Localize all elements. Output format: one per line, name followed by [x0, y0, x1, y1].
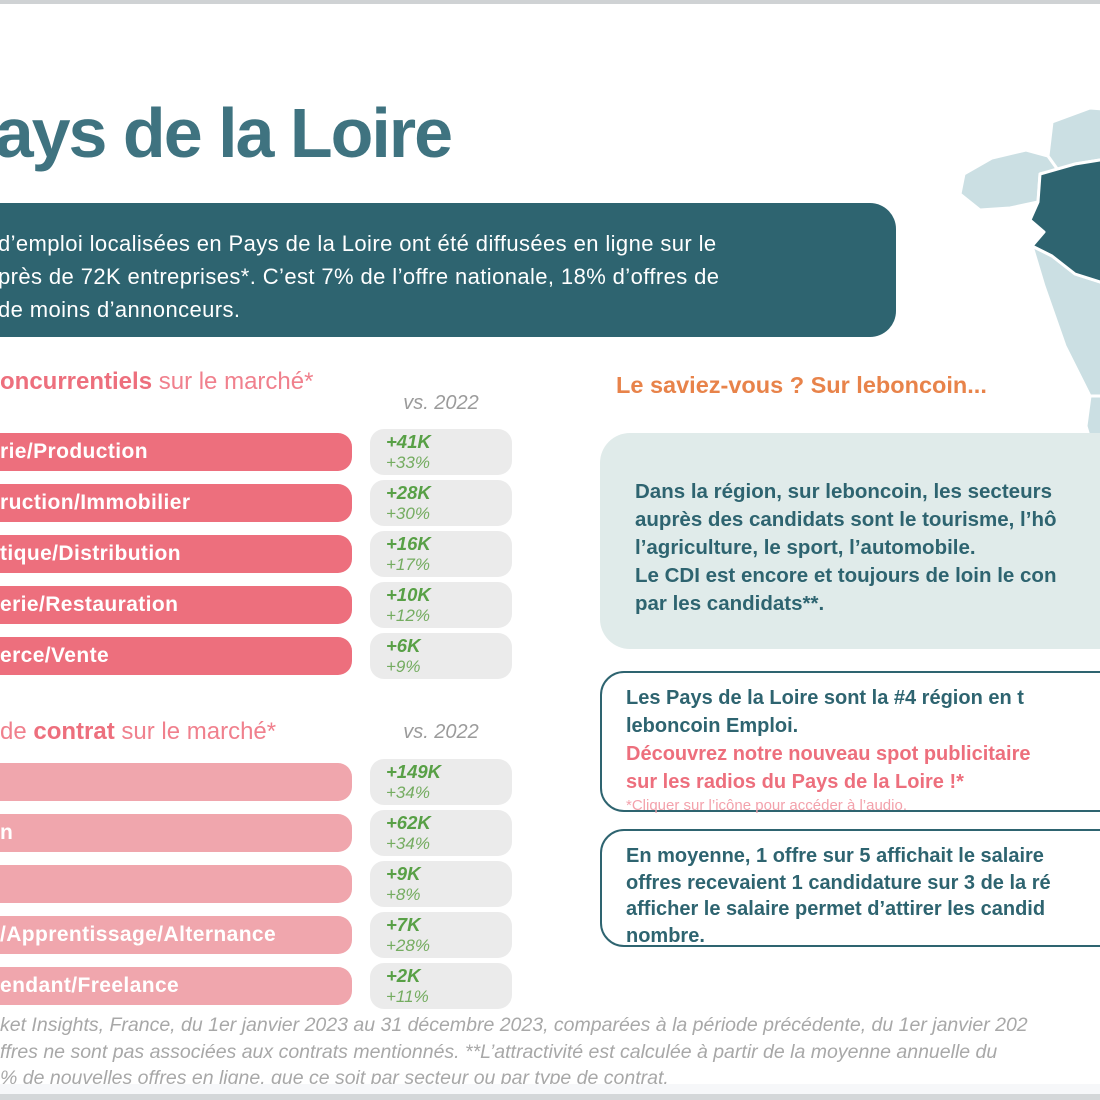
- contract-bar: n: [0, 814, 352, 852]
- percent-value: +34%: [386, 783, 430, 802]
- delta-value: +7K: [386, 914, 421, 935]
- sector-bar-label: ruction/Immobilier: [0, 491, 191, 514]
- delta-value: +9K: [386, 863, 421, 884]
- percent-value: +8%: [386, 885, 421, 904]
- delta-value: +10K: [386, 584, 431, 605]
- sector-bar-label: rie/Production: [0, 440, 148, 463]
- info-line: Dans la région, sur leboncoin, les secte…: [635, 480, 1052, 503]
- callout-teal-line: leboncoin Emploi.: [626, 715, 799, 737]
- contracts-heading-bold: contrat: [33, 718, 115, 745]
- delta-value: +16K: [386, 533, 431, 554]
- info-line: par les candidats**.: [635, 592, 825, 615]
- footnote-line: ffres ne sont pas associées aux contrats…: [0, 1040, 998, 1063]
- intro-line: de moins d’annonceurs.: [0, 297, 241, 322]
- contract-bar-label: n: [0, 821, 14, 844]
- top-divider: [0, 0, 1100, 4]
- sectors-heading-rest: sur le marché*: [152, 368, 314, 395]
- percent-value: +9%: [386, 657, 421, 676]
- contracts-heading-pre: de: [0, 718, 34, 745]
- bottom-light-band: [0, 1084, 1100, 1094]
- callout-line: offres recevaient 1 candidature sur 3 de…: [626, 871, 1051, 894]
- info-line: auprès des candidats sont le tourisme, l…: [635, 508, 1057, 531]
- delta-value: +41K: [386, 431, 431, 452]
- sector-bar: rie/Production: [0, 433, 352, 471]
- footnote: ket Insights, France, du 1er janvier 202…: [0, 1012, 1028, 1092]
- contract-bar: endant/Freelance: [0, 967, 352, 1005]
- intro-line: d’emploi localisées en Pays de la Loire …: [0, 231, 717, 256]
- callout-line: En moyenne, 1 offre sur 5 affichait le s…: [626, 845, 1044, 867]
- percent-value: +30%: [386, 504, 430, 523]
- map-region-pays-de-la-loire: [1028, 158, 1100, 284]
- delta-value: +149K: [386, 761, 442, 782]
- info-line: l’agriculture, le sport, l’automobile.: [635, 536, 976, 559]
- sector-bar-label: erce/Vente: [0, 644, 110, 667]
- delta-value: +28K: [386, 482, 431, 503]
- callout-line: afficher le salaire permet d’attirer les…: [626, 898, 1046, 920]
- france-map: [958, 106, 1100, 473]
- contracts-heading-rest: sur le marché*: [114, 718, 277, 745]
- sector-value-chip: +6K +9%: [370, 633, 512, 679]
- percent-value: +28%: [386, 936, 430, 955]
- contract-value-chip: +7K +28%: [370, 912, 512, 958]
- percent-value: +11%: [386, 987, 429, 1006]
- sectors-vs-2022-label: vs. 2022: [403, 392, 479, 414]
- callout-line: nombre.: [626, 924, 705, 947]
- delta-value: +6K: [386, 635, 421, 656]
- intro-line: près de 72K entreprises*. C’est 7% de l’…: [0, 264, 720, 289]
- percent-value: +12%: [386, 606, 430, 625]
- percent-value: +34%: [386, 834, 430, 853]
- footnote-line: ket Insights, France, du 1er janvier 202…: [0, 1014, 1028, 1036]
- contract-bar: [0, 865, 352, 903]
- percent-value: +17%: [386, 555, 430, 574]
- contracts-heading: de contrat sur le marché*: [0, 718, 276, 746]
- contract-bar: /Apprentissage/Alternance: [0, 916, 352, 954]
- page-title: Pays de la Loire: [0, 94, 453, 172]
- callout-pink-line: sur les radios du Pays de la Loire !*: [626, 771, 964, 793]
- sector-value-chip: +10K +12%: [370, 582, 512, 628]
- contract-value-chip: +149K +34%: [370, 759, 512, 805]
- audio-click-note: *Cliquer sur l’icône pour accéder à l’au…: [626, 797, 907, 814]
- sector-bar: ruction/Immobilier: [0, 484, 352, 522]
- contracts-vs-2022-label: vs. 2022: [403, 721, 479, 743]
- bottom-divider: [0, 1094, 1100, 1100]
- sectors-heading: oncurrentiels sur le marché*: [0, 368, 313, 396]
- contract-bar-label: /Apprentissage/Alternance: [0, 923, 277, 946]
- sector-value-chip: +28K +30%: [370, 480, 512, 526]
- sector-value-chip: +41K +33%: [370, 429, 512, 475]
- contract-value-chip: +62K +34%: [370, 810, 512, 856]
- sector-value-chip: +16K +17%: [370, 531, 512, 577]
- radio-spot-callout: Les Pays de la Loire sont la #4 région e…: [600, 671, 1100, 814]
- contract-value-chip: +2K +11%: [370, 963, 512, 1009]
- sector-bar: tique/Distribution: [0, 535, 352, 573]
- did-you-know-box: Dans la région, sur leboncoin, les secte…: [600, 433, 1100, 649]
- callout-pink-line: Découvrez notre nouveau spot publicitair…: [626, 743, 1031, 765]
- sector-bar: erce/Vente: [0, 637, 352, 675]
- sector-bar: erie/Restauration: [0, 586, 352, 624]
- intro-box: d’emploi localisées en Pays de la Loire …: [0, 203, 896, 337]
- delta-value: +62K: [386, 812, 431, 833]
- contract-value-chip: +9K +8%: [370, 861, 512, 907]
- callout-teal-line: Les Pays de la Loire sont la #4 région e…: [626, 687, 1024, 709]
- sectors-heading-bold: oncurrentiels: [0, 368, 153, 395]
- footnote-line: % de nouvelles offres en ligne, que ce s…: [0, 1067, 669, 1089]
- delta-value: +2K: [386, 965, 421, 986]
- contract-bar: [0, 763, 352, 801]
- sector-bar-label: erie/Restauration: [0, 593, 179, 616]
- percent-value: +33%: [386, 453, 430, 472]
- contract-bar-label: endant/Freelance: [0, 974, 180, 997]
- did-you-know-heading: Le saviez-vous ? Sur leboncoin...: [616, 372, 987, 398]
- salary-callout: En moyenne, 1 offre sur 5 affichait le s…: [600, 829, 1100, 947]
- sector-bar-label: tique/Distribution: [0, 542, 182, 565]
- info-line: Le CDI est encore et toujours de loin le…: [635, 564, 1057, 587]
